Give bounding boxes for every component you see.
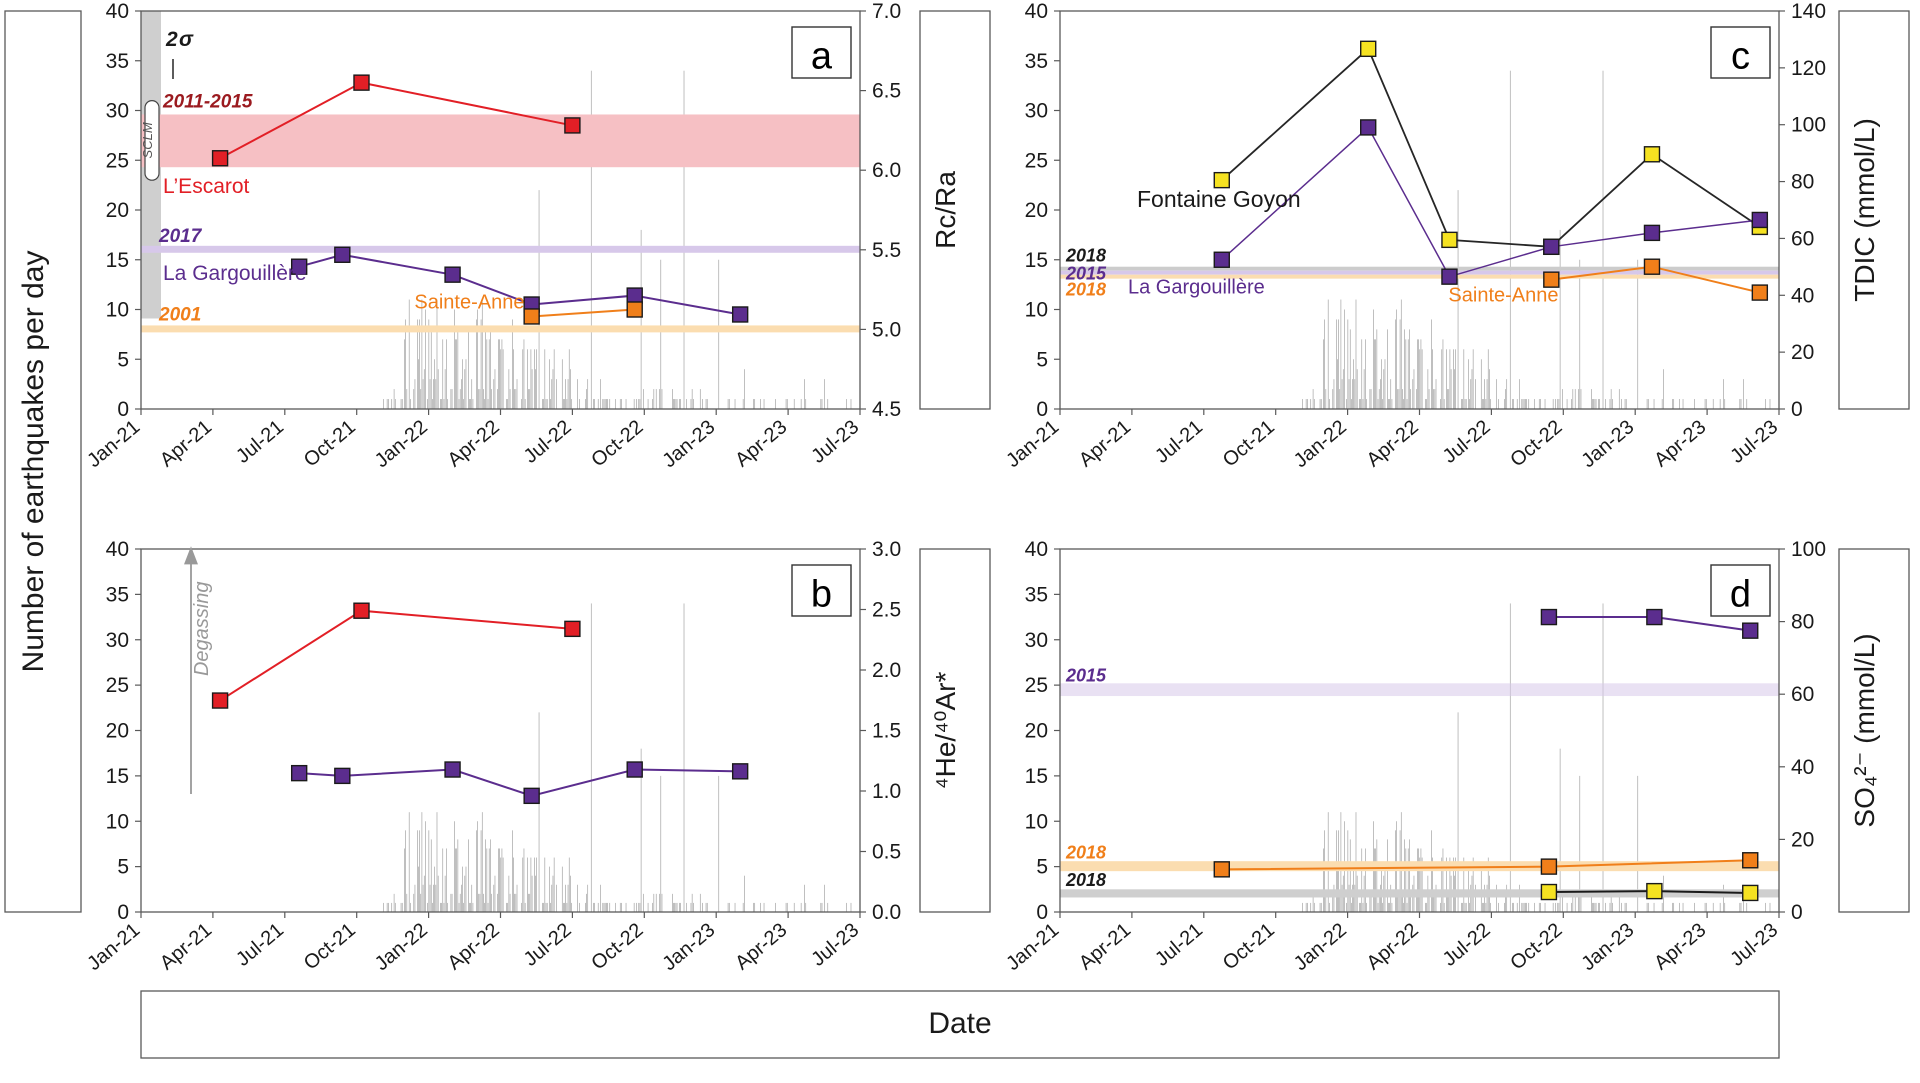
svg-text:35: 35: [106, 583, 129, 606]
svg-text:30: 30: [106, 100, 129, 123]
svg-text:20: 20: [106, 720, 129, 743]
svg-text:7.0: 7.0: [872, 0, 901, 23]
svg-text:2: 2: [165, 28, 178, 51]
svg-text:2.0: 2.0: [872, 659, 901, 682]
svg-text:15: 15: [1025, 765, 1048, 788]
svg-text:60: 60: [1791, 227, 1814, 250]
svg-text:25: 25: [1025, 674, 1048, 697]
svg-text:b: b: [811, 574, 832, 616]
svg-text:L’Escarot: L’Escarot: [163, 175, 250, 198]
svg-text:0: 0: [1791, 398, 1803, 421]
svg-text:2015: 2015: [1065, 666, 1107, 686]
svg-text:25: 25: [1025, 149, 1048, 172]
svg-text:Rc/Ra: Rc/Ra: [930, 171, 961, 249]
svg-text:Number of earthquakes per day: Number of earthquakes per day: [17, 251, 50, 673]
svg-text:35: 35: [1025, 50, 1048, 73]
svg-text:4.5: 4.5: [872, 398, 901, 421]
svg-text:30: 30: [1025, 629, 1048, 652]
svg-text:Fontaine Goyon: Fontaine Goyon: [1137, 186, 1301, 212]
svg-text:5: 5: [117, 348, 129, 371]
svg-text:15: 15: [106, 249, 129, 272]
svg-text:Date: Date: [928, 1007, 991, 1040]
svg-text:0: 0: [1791, 901, 1803, 924]
svg-text:25: 25: [106, 149, 129, 172]
svg-text:20: 20: [1025, 720, 1048, 743]
svg-text:20: 20: [1791, 828, 1814, 851]
svg-text:2017: 2017: [158, 226, 203, 247]
svg-text:⁴He/⁴⁰Ar*: ⁴He/⁴⁰Ar*: [930, 672, 961, 790]
svg-text:3.0: 3.0: [872, 538, 901, 561]
svg-text:40: 40: [1025, 538, 1048, 561]
svg-text:Sainte-Anne: Sainte-Anne: [414, 291, 524, 313]
svg-text:2001: 2001: [158, 304, 201, 325]
svg-text:60: 60: [1791, 683, 1814, 706]
svg-text:SO₄²⁻ (mmol/L): SO₄²⁻ (mmol/L): [1849, 633, 1880, 827]
svg-text:20: 20: [1791, 341, 1814, 364]
svg-text:2018: 2018: [1065, 870, 1106, 890]
svg-text:1.0: 1.0: [872, 780, 901, 803]
svg-text:10: 10: [1025, 299, 1048, 322]
svg-text:5: 5: [117, 856, 129, 879]
svg-text:80: 80: [1791, 611, 1814, 634]
svg-text:2.5: 2.5: [872, 599, 901, 622]
svg-text:10: 10: [1025, 810, 1048, 833]
svg-text:5.0: 5.0: [872, 318, 901, 341]
svg-text:0.0: 0.0: [872, 901, 901, 924]
svg-text:TDIC (mmol/L): TDIC (mmol/L): [1849, 118, 1880, 302]
svg-text:SCLM: SCLM: [140, 122, 155, 158]
svg-text:25: 25: [106, 674, 129, 697]
svg-text:30: 30: [1025, 100, 1048, 123]
svg-text:40: 40: [106, 0, 129, 23]
svg-text:15: 15: [1025, 249, 1048, 272]
svg-text:5: 5: [1036, 856, 1048, 879]
svg-text:100: 100: [1791, 114, 1826, 137]
svg-text:40: 40: [1791, 284, 1814, 307]
svg-text:6.0: 6.0: [872, 159, 901, 182]
svg-text:35: 35: [1025, 583, 1048, 606]
svg-text:40: 40: [106, 538, 129, 561]
svg-text:Sainte-Anne: Sainte-Anne: [1448, 285, 1558, 307]
svg-text:0.5: 0.5: [872, 841, 901, 864]
svg-text:6.5: 6.5: [872, 80, 901, 103]
svg-text:10: 10: [106, 299, 129, 322]
svg-text:40: 40: [1025, 0, 1048, 23]
svg-text:La Gargouillère: La Gargouillère: [1128, 277, 1265, 299]
svg-text:a: a: [811, 36, 833, 78]
svg-text:Degassing: Degassing: [191, 582, 213, 677]
svg-text:2018: 2018: [1065, 280, 1106, 300]
svg-text:20: 20: [106, 199, 129, 222]
svg-text:5: 5: [1036, 348, 1048, 371]
svg-text:20: 20: [1025, 199, 1048, 222]
svg-text:2011-2015: 2011-2015: [162, 91, 253, 112]
svg-text:1.5: 1.5: [872, 720, 901, 743]
svg-text:40: 40: [1791, 756, 1814, 779]
svg-text:2018: 2018: [1065, 843, 1106, 863]
svg-text:15: 15: [106, 765, 129, 788]
svg-text:140: 140: [1791, 0, 1826, 23]
svg-text:80: 80: [1791, 171, 1814, 194]
svg-text:La Gargouillère: La Gargouillère: [163, 262, 307, 285]
svg-text:30: 30: [106, 629, 129, 652]
svg-text:100: 100: [1791, 538, 1826, 561]
svg-text:d: d: [1730, 574, 1751, 616]
svg-text:120: 120: [1791, 57, 1826, 80]
svg-text:35: 35: [106, 50, 129, 73]
svg-text:5.5: 5.5: [872, 239, 901, 262]
svg-text:10: 10: [106, 810, 129, 833]
svg-text:σ: σ: [179, 28, 194, 51]
svg-text:c: c: [1731, 36, 1750, 78]
